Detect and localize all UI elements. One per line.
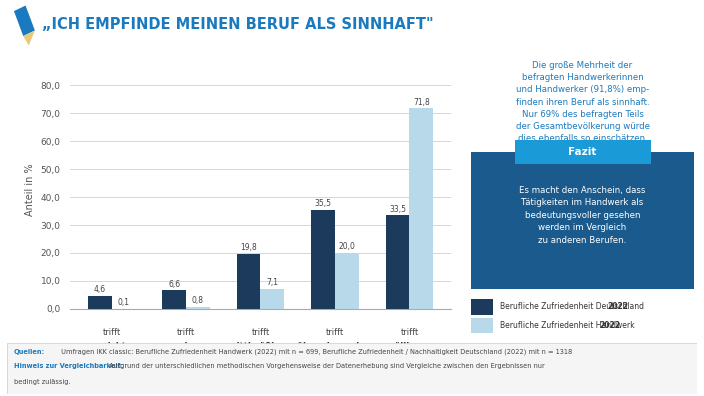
- Text: 4,6: 4,6: [94, 286, 106, 294]
- Bar: [335, 253, 359, 309]
- Bar: [237, 253, 260, 309]
- Text: 7,1: 7,1: [266, 278, 278, 287]
- Text: 71,8: 71,8: [413, 97, 429, 107]
- Polygon shape: [23, 30, 35, 46]
- Text: trifft: trifft: [251, 328, 270, 337]
- Text: Es macht den Anschein, dass
Tätigkeiten im Handwerk als
bedeutungsvoller gesehen: Es macht den Anschein, dass Tätigkeiten …: [520, 186, 646, 245]
- Text: trifft: trifft: [102, 328, 120, 337]
- Text: wenig zu: wenig zu: [165, 342, 207, 351]
- Text: mittlmäßig zu: mittlmäßig zu: [227, 342, 294, 351]
- Bar: [471, 299, 493, 315]
- Text: gar nicht zu: gar nicht zu: [83, 342, 140, 351]
- Text: völlig zu: völlig zu: [389, 342, 429, 351]
- Bar: [162, 290, 186, 309]
- Text: trifft: trifft: [401, 328, 419, 337]
- FancyBboxPatch shape: [471, 152, 694, 289]
- Bar: [311, 209, 335, 309]
- Bar: [410, 108, 433, 309]
- Text: Berufliche Zufriedenheit Deutschland: Berufliche Zufriedenheit Deutschland: [500, 303, 646, 311]
- Text: Die große Mehrheit der
befragten Handwerkerinnen
und Handwerker (91,8%) emp-
fin: Die große Mehrheit der befragten Handwer…: [515, 61, 650, 143]
- Text: Hinweis zur Vergleichbarkeit:: Hinweis zur Vergleichbarkeit:: [14, 363, 123, 369]
- Text: 6,6: 6,6: [168, 280, 180, 289]
- Text: 33,5: 33,5: [389, 205, 406, 213]
- Text: 0,8: 0,8: [192, 296, 204, 305]
- Text: trifft: trifft: [326, 328, 344, 337]
- Text: 2022: 2022: [599, 321, 620, 330]
- Text: 20,0: 20,0: [339, 242, 356, 251]
- Text: überwiegend zu: überwiegend zu: [297, 342, 373, 351]
- Text: 35,5: 35,5: [315, 199, 332, 208]
- Bar: [88, 296, 111, 309]
- Y-axis label: Anteil in %: Anteil in %: [25, 164, 35, 216]
- Text: Aufgrund der unterschiedlichen methodischen Vorgehensweise der Datenerhebung sin: Aufgrund der unterschiedlichen methodisc…: [107, 363, 545, 369]
- Text: „ICH EMPFINDE MEINEN BERUF ALS SINNHAFT": „ICH EMPFINDE MEINEN BERUF ALS SINNHAFT": [42, 17, 434, 32]
- Bar: [386, 215, 410, 309]
- Bar: [260, 289, 284, 309]
- Text: Berufliche Zufriedenheit Handwerk: Berufliche Zufriedenheit Handwerk: [500, 321, 637, 330]
- Text: 0,1: 0,1: [118, 298, 130, 307]
- Text: trifft: trifft: [177, 328, 195, 337]
- Bar: [471, 318, 493, 333]
- Text: 19,8: 19,8: [240, 243, 257, 252]
- FancyBboxPatch shape: [515, 139, 650, 164]
- Text: Fazit: Fazit: [568, 147, 597, 157]
- Text: bedingt zulässig.: bedingt zulässig.: [14, 379, 70, 385]
- Bar: [186, 307, 210, 309]
- Text: Umfragen IKK classic: Berufliche Zufriedenheit Handwerk (2022) mit n = 699, Beru: Umfragen IKK classic: Berufliche Zufried…: [59, 349, 572, 355]
- Text: 2022: 2022: [608, 303, 629, 311]
- Polygon shape: [14, 6, 35, 36]
- Text: Quellen:: Quellen:: [14, 349, 45, 355]
